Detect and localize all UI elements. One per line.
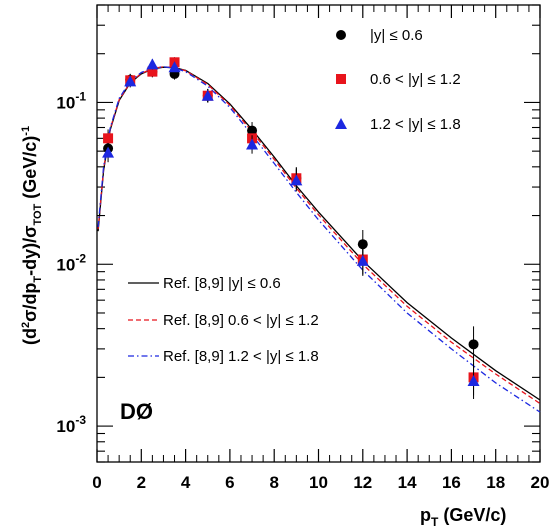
data-point-series-1 xyxy=(468,339,479,350)
legend-marker-series-1 xyxy=(336,30,346,40)
data-point-series-3 xyxy=(467,374,480,386)
x-tick-label: 4 xyxy=(181,473,191,492)
data-point-series-2 xyxy=(103,133,114,144)
y-axis-title: (d2σ/dpT-dy)/σTOT (GeV/c)-1 xyxy=(20,126,44,345)
x-tick-label: 10 xyxy=(309,473,328,492)
x-tick-label: 16 xyxy=(442,473,461,492)
data-point-series-2 xyxy=(147,66,158,77)
data-point-series-1 xyxy=(357,239,368,250)
legend-label-curve-3: Ref. [8,9] 1.2 < |y| ≤ 1.8 xyxy=(163,348,319,365)
data-point-series-3 xyxy=(146,58,159,70)
x-tick-label: 2 xyxy=(137,473,146,492)
x-axis-title-rest: (GeV/c) xyxy=(438,505,506,525)
experiment-label: DØ xyxy=(120,399,153,424)
data-point-series-3 xyxy=(246,138,259,150)
x-tick-label: 18 xyxy=(486,473,505,492)
y-tick-label: 10-3 xyxy=(56,413,86,436)
legend-marker-series-3 xyxy=(335,118,347,129)
legend: |y| ≤ 0.6 0.6 < |y| ≤ 1.2 1.2 < |y| ≤ 1.8 R… xyxy=(128,27,461,365)
legend-label-series-2: 0.6 < |y| ≤ 1.2 xyxy=(370,71,461,88)
reference-curves xyxy=(97,66,541,413)
data-point-series-3 xyxy=(201,89,214,101)
data-point-series-3 xyxy=(102,146,115,158)
axis-ticks: 0 2 4 6 8 10 12 14 16 18 20 10-1 10-2 10-3 xyxy=(56,4,550,492)
x-tick-label: 6 xyxy=(225,473,234,492)
data-point-series-3 xyxy=(290,174,303,186)
legend-label-curve-2: Ref. [8,9] 0.6 < |y| ≤ 1.2 xyxy=(163,312,319,329)
x-axis-title-main: p xyxy=(420,505,431,525)
x-axis-title-sub: T xyxy=(431,515,439,529)
legend-marker-series-2 xyxy=(336,74,346,84)
y-tick-label: 10-1 xyxy=(56,89,86,112)
x-tick-label: 14 xyxy=(398,473,417,492)
x-tick-label: 20 xyxy=(531,473,550,492)
reference-curve-2 xyxy=(97,66,541,405)
x-tick-label: 8 xyxy=(269,473,278,492)
y-tick-label: 10-2 xyxy=(56,251,86,274)
data-points xyxy=(102,57,480,399)
x-axis-title: pT (GeV/c) xyxy=(420,505,506,529)
legend-label-series-1: |y| ≤ 0.6 xyxy=(370,27,423,44)
reference-curve-3 xyxy=(97,66,541,413)
x-tick-label: 12 xyxy=(353,473,372,492)
x-tick-label: 0 xyxy=(92,473,101,492)
legend-label-curve-1: Ref. [8,9] |y| ≤ 0.6 xyxy=(163,275,281,292)
data-point-series-3 xyxy=(124,75,137,87)
data-point-series-3 xyxy=(356,254,369,266)
data-point-series-3 xyxy=(168,61,181,73)
legend-label-series-3: 1.2 < |y| ≤ 1.8 xyxy=(370,116,461,133)
